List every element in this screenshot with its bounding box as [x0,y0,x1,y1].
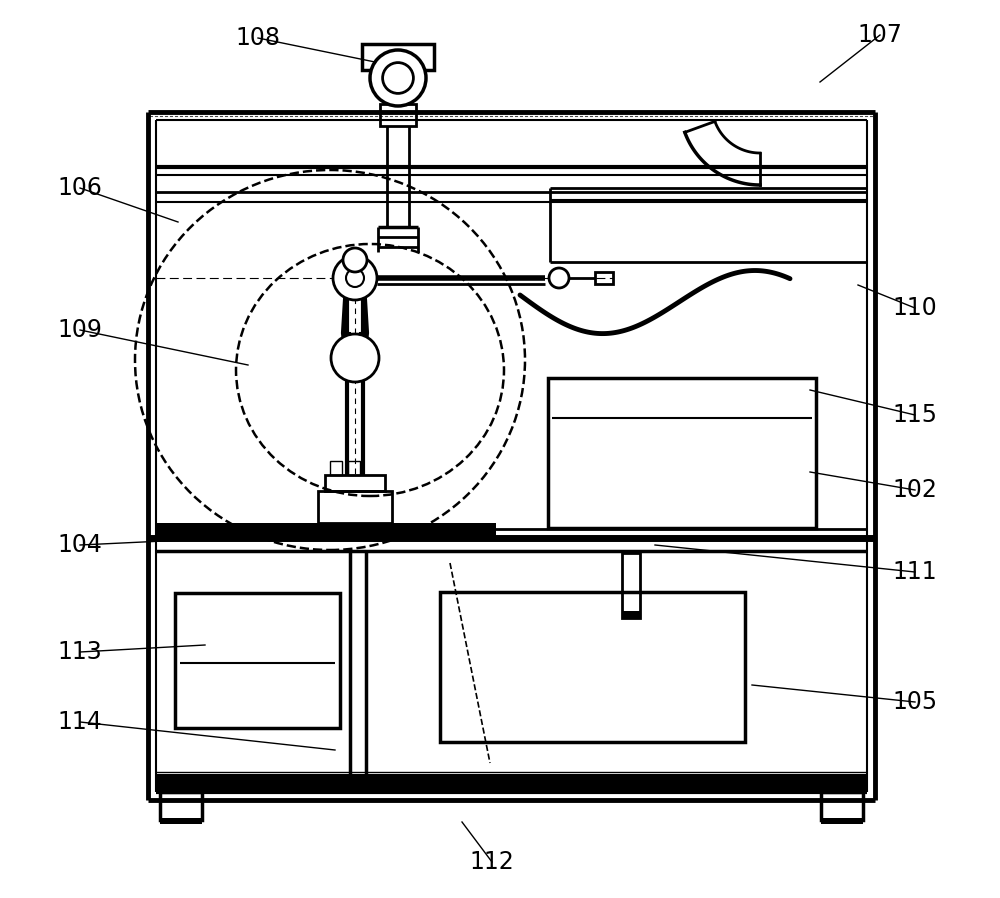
Bar [160,792,202,820]
Circle shape [346,269,364,287]
Circle shape [343,248,367,272]
Bar [348,461,360,475]
Bar [362,44,434,70]
Bar [156,523,496,537]
Bar [318,491,392,523]
Bar [622,553,640,618]
Bar [330,461,342,475]
Bar [821,792,863,820]
Text: 107: 107 [858,23,902,47]
Circle shape [331,334,379,382]
Bar [821,818,863,824]
Bar [325,475,385,491]
Bar [595,272,613,284]
Circle shape [549,268,569,288]
Text: 104: 104 [58,533,102,557]
Text: 112: 112 [470,850,514,874]
Text: 111: 111 [893,560,937,584]
Text: 106: 106 [58,176,102,200]
Text: 108: 108 [236,26,280,50]
Circle shape [370,50,426,106]
Text: 110: 110 [893,296,937,320]
Bar [160,818,202,824]
Bar [548,378,816,528]
Text: 105: 105 [892,690,938,714]
Text: 113: 113 [58,640,102,664]
Bar [380,104,416,126]
Bar [622,611,640,619]
Bar [175,593,340,728]
Text: 115: 115 [893,403,938,427]
Bar [156,774,867,792]
Text: 102: 102 [893,478,937,502]
Text: 114: 114 [58,710,102,734]
Bar [440,592,745,742]
Circle shape [333,256,377,300]
Text: 109: 109 [58,318,102,342]
Circle shape [383,63,413,93]
